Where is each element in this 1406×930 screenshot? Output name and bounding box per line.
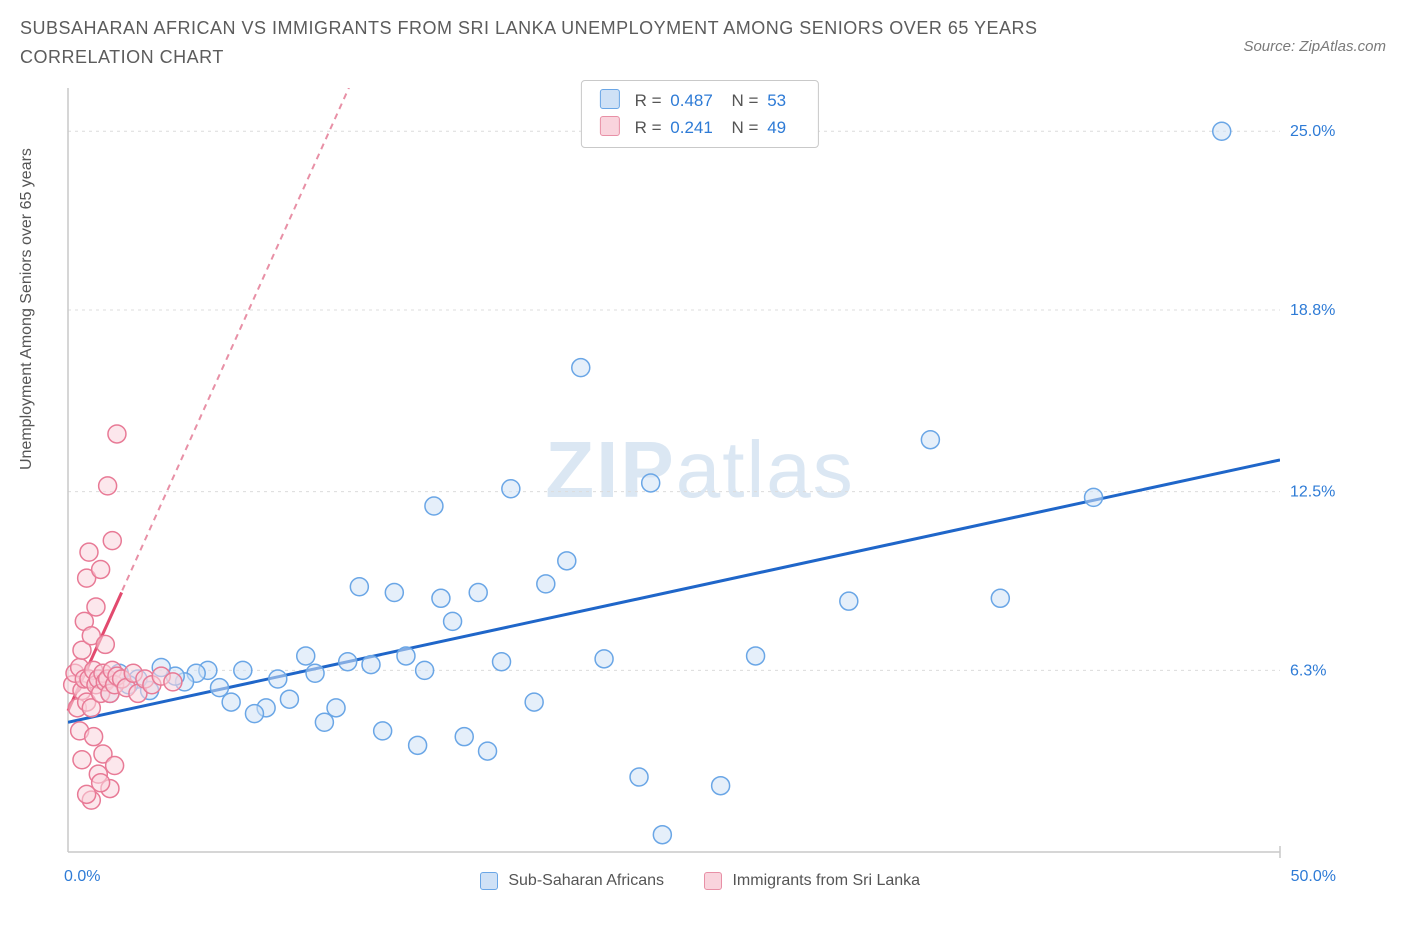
svg-text:18.8%: 18.8%	[1290, 302, 1335, 319]
legend-item-blue: Sub-Saharan Africans	[480, 872, 664, 890]
svg-text:25.0%: 25.0%	[1290, 123, 1335, 140]
legend: Sub-Saharan Africans Immigrants from Sri…	[60, 872, 1340, 890]
legend-label-blue: Sub-Saharan Africans	[508, 872, 664, 889]
svg-text:6.3%: 6.3%	[1290, 662, 1326, 679]
info-row-pink: R = 0.241 N = 49	[600, 114, 800, 141]
svg-text:12.5%: 12.5%	[1290, 484, 1335, 501]
chart-title: SUBSAHARAN AFRICAN VS IMMIGRANTS FROM SR…	[20, 14, 1140, 72]
swatch-pink	[600, 116, 620, 136]
source-credit: Source: ZipAtlas.com	[1243, 38, 1386, 55]
y-axis-label: Unemployment Among Seniors over 65 years	[18, 148, 36, 470]
info-row-blue: R = 0.487 N = 53	[600, 87, 800, 114]
legend-label-pink: Immigrants from Sri Lanka	[732, 872, 920, 889]
swatch-blue	[600, 89, 620, 109]
legend-item-pink: Immigrants from Sri Lanka	[704, 872, 920, 890]
legend-swatch-pink	[704, 872, 722, 890]
correlation-info-box: R = 0.487 N = 53 R = 0.241 N = 49	[581, 80, 819, 148]
legend-swatch-blue	[480, 872, 498, 890]
scatter-plot: 25.0% 18.8% 12.5% 6.3%	[60, 80, 1340, 860]
chart-area: ZIPatlas 25.0%18.8%12.5%6.3% R = 0.487 N…	[60, 80, 1340, 860]
